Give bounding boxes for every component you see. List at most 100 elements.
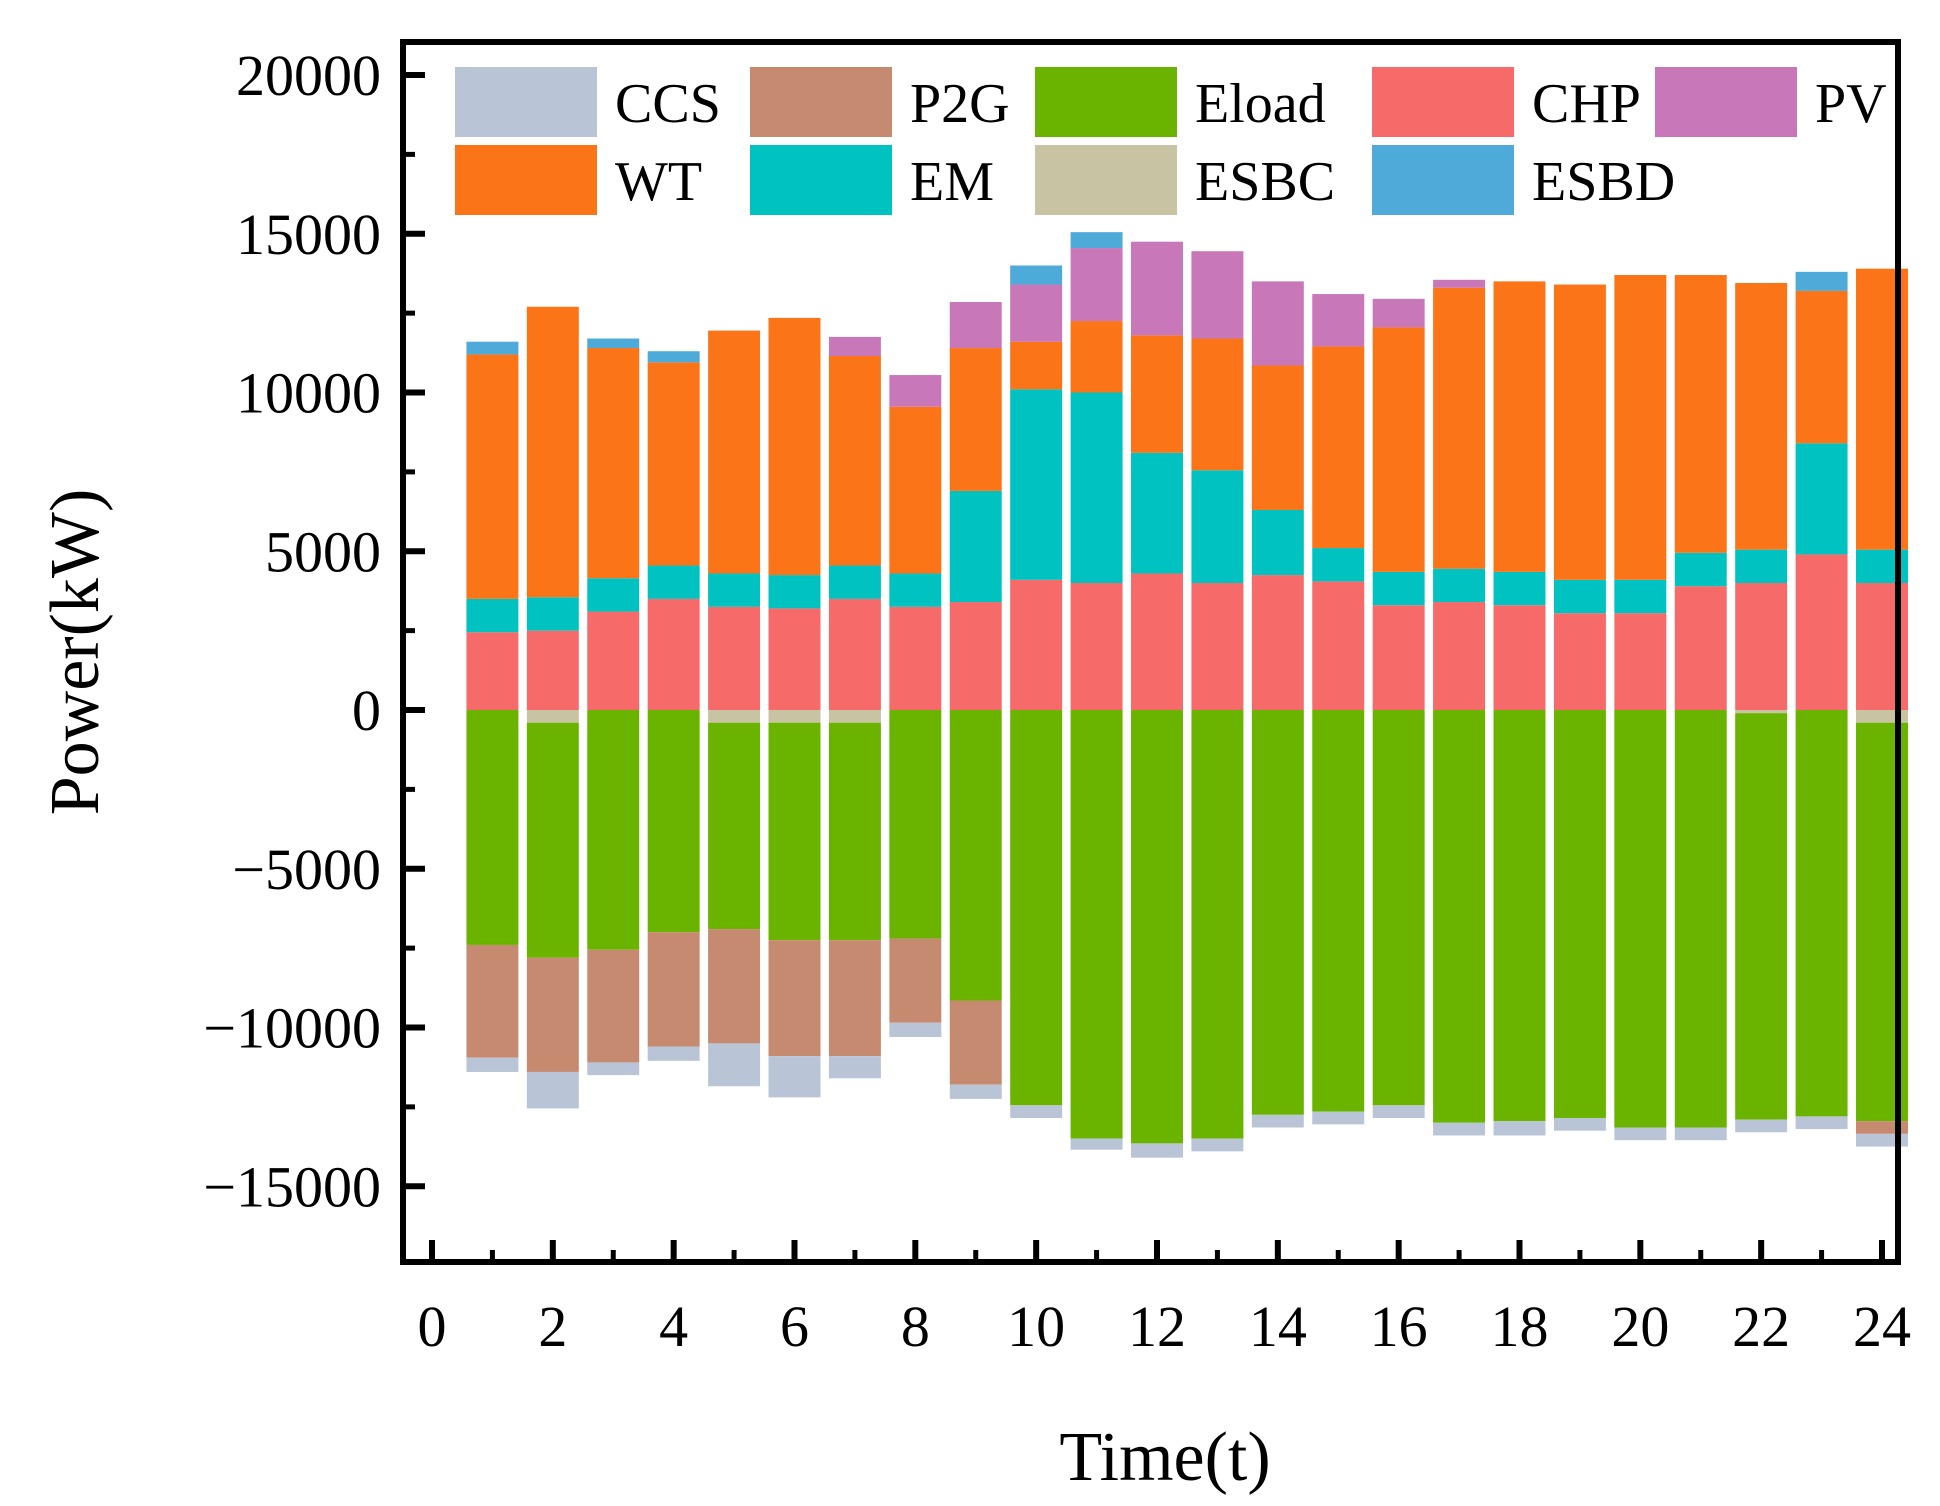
bar-wt-t8 bbox=[889, 406, 942, 574]
bar-em-t3 bbox=[587, 578, 640, 612]
legend-swatch-em bbox=[750, 145, 892, 215]
x-tick-label: 24 bbox=[1853, 1294, 1911, 1359]
bar-em-t17 bbox=[1433, 568, 1486, 603]
bar-wt-t22 bbox=[1735, 282, 1788, 550]
bar-em-t16 bbox=[1372, 571, 1425, 606]
x-tick-label: 16 bbox=[1370, 1294, 1428, 1359]
bar-eload-t18 bbox=[1493, 710, 1546, 1122]
bar-esbc-t5 bbox=[708, 710, 761, 723]
bar-pv-t8 bbox=[889, 375, 942, 407]
bar-ccs-t6 bbox=[768, 1056, 821, 1098]
bar-ccs-t12 bbox=[1131, 1143, 1183, 1158]
bar-ccs-t2 bbox=[526, 1071, 579, 1109]
bar-chp-t1 bbox=[466, 632, 519, 710]
bar-eload-t16 bbox=[1372, 710, 1425, 1106]
bar-em-t7 bbox=[828, 565, 881, 599]
bar-wt-t4 bbox=[647, 362, 700, 566]
bar-ccs-t5 bbox=[708, 1043, 761, 1087]
y-tick-label: 15000 bbox=[236, 202, 381, 267]
bar-p2g-t3 bbox=[587, 949, 640, 1063]
legend-swatch-esbc bbox=[1035, 145, 1177, 215]
legend-label-chp: CHP bbox=[1532, 73, 1641, 135]
bar-wt-t17 bbox=[1433, 287, 1486, 569]
bar-eload-t14 bbox=[1251, 710, 1304, 1115]
bar-eload-t8 bbox=[889, 710, 942, 939]
bar-em-t22 bbox=[1735, 549, 1788, 583]
bar-esbc-t6 bbox=[768, 710, 821, 723]
bar-wt-t16 bbox=[1372, 327, 1425, 572]
legend-label-ccs: CCS bbox=[615, 73, 721, 135]
bar-ccs-t24 bbox=[1856, 1133, 1908, 1147]
bar-p2g-t4 bbox=[647, 932, 700, 1047]
bar-wt-t20 bbox=[1614, 275, 1667, 580]
bar-chp-t11 bbox=[1070, 583, 1123, 710]
bar-chp-t2 bbox=[526, 630, 579, 711]
bar-eload-t19 bbox=[1553, 710, 1606, 1118]
bar-chp-t7 bbox=[828, 598, 881, 711]
bar-pv-t10 bbox=[1010, 284, 1063, 342]
bar-chp-t10 bbox=[1010, 579, 1063, 710]
legend-swatch-wt bbox=[455, 145, 597, 215]
bar-p2g-t2 bbox=[526, 957, 579, 1072]
legend-label-wt: WT bbox=[615, 151, 702, 213]
bar-ccs-t10 bbox=[1010, 1105, 1063, 1118]
bar-em-t12 bbox=[1131, 452, 1183, 574]
bar-esbc-t24 bbox=[1856, 710, 1908, 723]
y-tick-label: 10000 bbox=[236, 361, 381, 426]
bar-eload-t5 bbox=[708, 722, 761, 930]
bar-ccs-t20 bbox=[1614, 1127, 1667, 1141]
bar-ccs-t7 bbox=[828, 1056, 881, 1079]
legend: CCS P2G Eload CHP PV WT EM ESBC ESBD bbox=[455, 67, 1887, 215]
bar-em-t10 bbox=[1010, 389, 1063, 580]
bar-eload-t13 bbox=[1191, 710, 1244, 1139]
bar-em-t9 bbox=[949, 490, 1002, 603]
bar-p2g-t8 bbox=[889, 938, 942, 1023]
bar-esbd-t23 bbox=[1795, 271, 1848, 291]
bar-em-t15 bbox=[1312, 548, 1365, 582]
bar-ccs-t17 bbox=[1433, 1122, 1486, 1136]
bar-eload-t21 bbox=[1674, 710, 1727, 1128]
x-tick-label: 4 bbox=[659, 1294, 688, 1359]
y-tick-label: 5000 bbox=[265, 519, 381, 584]
bar-em-t6 bbox=[768, 575, 821, 609]
bar-chp-t5 bbox=[708, 606, 761, 710]
bar-chp-t20 bbox=[1614, 613, 1667, 710]
bar-ccs-t16 bbox=[1372, 1105, 1425, 1118]
bar-eload-t4 bbox=[647, 710, 700, 933]
bar-em-t21 bbox=[1674, 552, 1727, 587]
legend-swatch-eload bbox=[1035, 67, 1177, 137]
bar-pv-t13 bbox=[1191, 251, 1244, 339]
bar-chp-t17 bbox=[1433, 602, 1486, 710]
legend-label-esbd: ESBD bbox=[1532, 151, 1675, 213]
bar-chp-t9 bbox=[949, 602, 1002, 710]
x-axis-title: Time(t) bbox=[1059, 1419, 1270, 1496]
bar-pv-t15 bbox=[1312, 294, 1365, 347]
bar-ccs-t3 bbox=[587, 1062, 640, 1076]
bar-wt-t5 bbox=[708, 330, 761, 574]
bar-em-t14 bbox=[1251, 509, 1304, 576]
bar-ccs-t22 bbox=[1735, 1119, 1788, 1133]
bar-eload-t12 bbox=[1131, 710, 1183, 1144]
bar-wt-t19 bbox=[1553, 284, 1606, 580]
bar-pv-t14 bbox=[1251, 281, 1304, 366]
bar-chp-t8 bbox=[889, 606, 942, 710]
bar-eload-t7 bbox=[828, 722, 881, 941]
bar-eload-t11 bbox=[1070, 710, 1123, 1139]
bar-eload-t10 bbox=[1010, 710, 1063, 1106]
bar-ccs-t4 bbox=[647, 1046, 700, 1061]
bar-em-t11 bbox=[1070, 392, 1123, 583]
legend-label-em: EM bbox=[910, 151, 994, 213]
y-tick-label: 20000 bbox=[236, 43, 381, 108]
bar-ccs-t21 bbox=[1674, 1127, 1727, 1141]
bar-eload-t22 bbox=[1735, 713, 1788, 1120]
bar-chp-t14 bbox=[1251, 575, 1304, 710]
bar-chp-t6 bbox=[768, 608, 821, 710]
bar-esbd-t4 bbox=[647, 351, 700, 363]
bar-eload-t20 bbox=[1614, 710, 1667, 1128]
y-tick-label: −15000 bbox=[203, 1154, 381, 1219]
bar-ccs-t14 bbox=[1251, 1114, 1304, 1128]
bar-em-t18 bbox=[1493, 571, 1546, 606]
legend-swatch-esbd bbox=[1372, 145, 1514, 215]
bar-eload-t9 bbox=[949, 710, 1002, 1001]
bar-esbd-t3 bbox=[587, 338, 640, 349]
